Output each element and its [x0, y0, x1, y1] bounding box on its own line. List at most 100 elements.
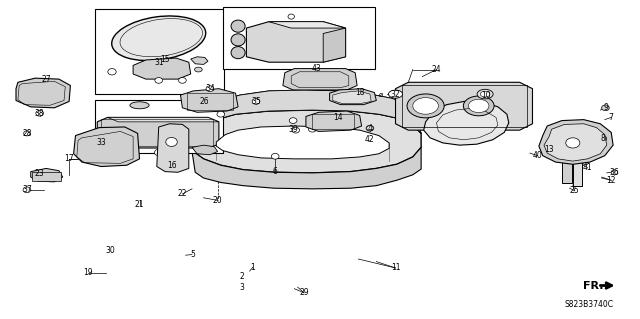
Text: 17: 17 — [64, 154, 74, 163]
Text: 18: 18 — [355, 88, 364, 97]
Polygon shape — [191, 57, 208, 64]
Text: 32: 32 — [390, 90, 401, 99]
Text: 13: 13 — [544, 145, 554, 154]
Polygon shape — [269, 22, 346, 28]
Text: 5: 5 — [191, 250, 196, 259]
Ellipse shape — [366, 125, 374, 131]
Text: 42: 42 — [365, 135, 375, 144]
Bar — [95, 100, 223, 153]
Polygon shape — [306, 111, 362, 131]
Text: 35: 35 — [251, 97, 261, 106]
Text: 29: 29 — [299, 288, 309, 297]
Text: 20: 20 — [212, 196, 223, 205]
Ellipse shape — [166, 137, 177, 146]
Ellipse shape — [271, 153, 279, 159]
Bar — [187, 93, 233, 110]
Text: 25: 25 — [570, 186, 580, 195]
Text: 41: 41 — [582, 163, 593, 172]
Text: 40: 40 — [532, 151, 543, 160]
Ellipse shape — [585, 153, 590, 158]
Text: 16: 16 — [166, 161, 177, 170]
Text: 2: 2 — [239, 272, 244, 281]
Ellipse shape — [108, 150, 116, 156]
Ellipse shape — [217, 111, 225, 117]
Ellipse shape — [566, 138, 580, 148]
Text: 14: 14 — [333, 113, 343, 122]
Bar — [402, 85, 527, 127]
Polygon shape — [31, 168, 63, 182]
Ellipse shape — [611, 170, 618, 175]
Text: 28: 28 — [22, 129, 31, 138]
Polygon shape — [216, 126, 389, 159]
Text: 27: 27 — [41, 75, 51, 84]
Ellipse shape — [155, 78, 163, 83]
Ellipse shape — [468, 99, 489, 113]
Text: 6: 6 — [273, 167, 278, 176]
Text: 1: 1 — [250, 263, 255, 272]
Polygon shape — [74, 127, 140, 167]
Polygon shape — [157, 124, 189, 172]
Polygon shape — [283, 69, 357, 90]
Polygon shape — [191, 110, 421, 173]
Ellipse shape — [36, 110, 44, 116]
Ellipse shape — [599, 136, 607, 142]
Text: 23: 23 — [35, 169, 45, 178]
Bar — [101, 119, 213, 146]
Ellipse shape — [367, 126, 373, 131]
Polygon shape — [330, 89, 376, 105]
Ellipse shape — [231, 34, 245, 46]
Ellipse shape — [407, 94, 444, 118]
Ellipse shape — [480, 91, 490, 97]
Text: 36: 36 — [609, 168, 620, 177]
Polygon shape — [108, 117, 219, 122]
Polygon shape — [323, 28, 346, 62]
Polygon shape — [200, 90, 421, 133]
Text: ø: ø — [378, 92, 383, 98]
Polygon shape — [246, 22, 346, 62]
Text: 9: 9 — [603, 103, 608, 112]
Ellipse shape — [288, 14, 294, 19]
Bar — [223, 7, 375, 69]
Polygon shape — [539, 120, 613, 164]
Ellipse shape — [155, 149, 163, 156]
Text: 11: 11 — [391, 263, 400, 272]
Text: 34: 34 — [205, 84, 215, 93]
Ellipse shape — [388, 90, 403, 98]
Ellipse shape — [308, 126, 316, 132]
Text: 38: 38 — [35, 109, 45, 118]
Polygon shape — [424, 101, 509, 145]
Ellipse shape — [582, 160, 589, 165]
Bar — [573, 139, 582, 186]
Text: 33: 33 — [96, 138, 106, 147]
Bar — [562, 145, 572, 183]
Ellipse shape — [24, 131, 30, 136]
Text: FR.: FR. — [582, 280, 611, 291]
Ellipse shape — [195, 67, 202, 72]
Text: S823B3740C: S823B3740C — [564, 300, 613, 309]
Polygon shape — [133, 58, 191, 79]
Ellipse shape — [161, 66, 169, 73]
Ellipse shape — [206, 86, 214, 92]
Ellipse shape — [130, 102, 149, 109]
Polygon shape — [333, 91, 371, 104]
Text: 30: 30 — [105, 246, 115, 255]
Text: 26: 26 — [200, 97, 210, 106]
Text: 22: 22 — [178, 189, 187, 198]
Ellipse shape — [108, 69, 116, 75]
Text: 4: 4 — [367, 124, 372, 133]
Bar — [95, 9, 224, 94]
Ellipse shape — [231, 20, 245, 32]
Text: 12: 12 — [607, 176, 616, 185]
Polygon shape — [396, 82, 532, 130]
Ellipse shape — [292, 127, 300, 133]
Polygon shape — [16, 78, 70, 108]
Polygon shape — [200, 90, 421, 133]
Ellipse shape — [602, 105, 609, 111]
Text: 43: 43 — [312, 64, 322, 73]
Text: 39: 39 — [288, 125, 298, 134]
Polygon shape — [180, 89, 238, 112]
Text: 24: 24 — [431, 65, 442, 74]
Text: 10: 10 — [481, 91, 492, 100]
Ellipse shape — [463, 96, 494, 116]
Ellipse shape — [231, 47, 245, 59]
